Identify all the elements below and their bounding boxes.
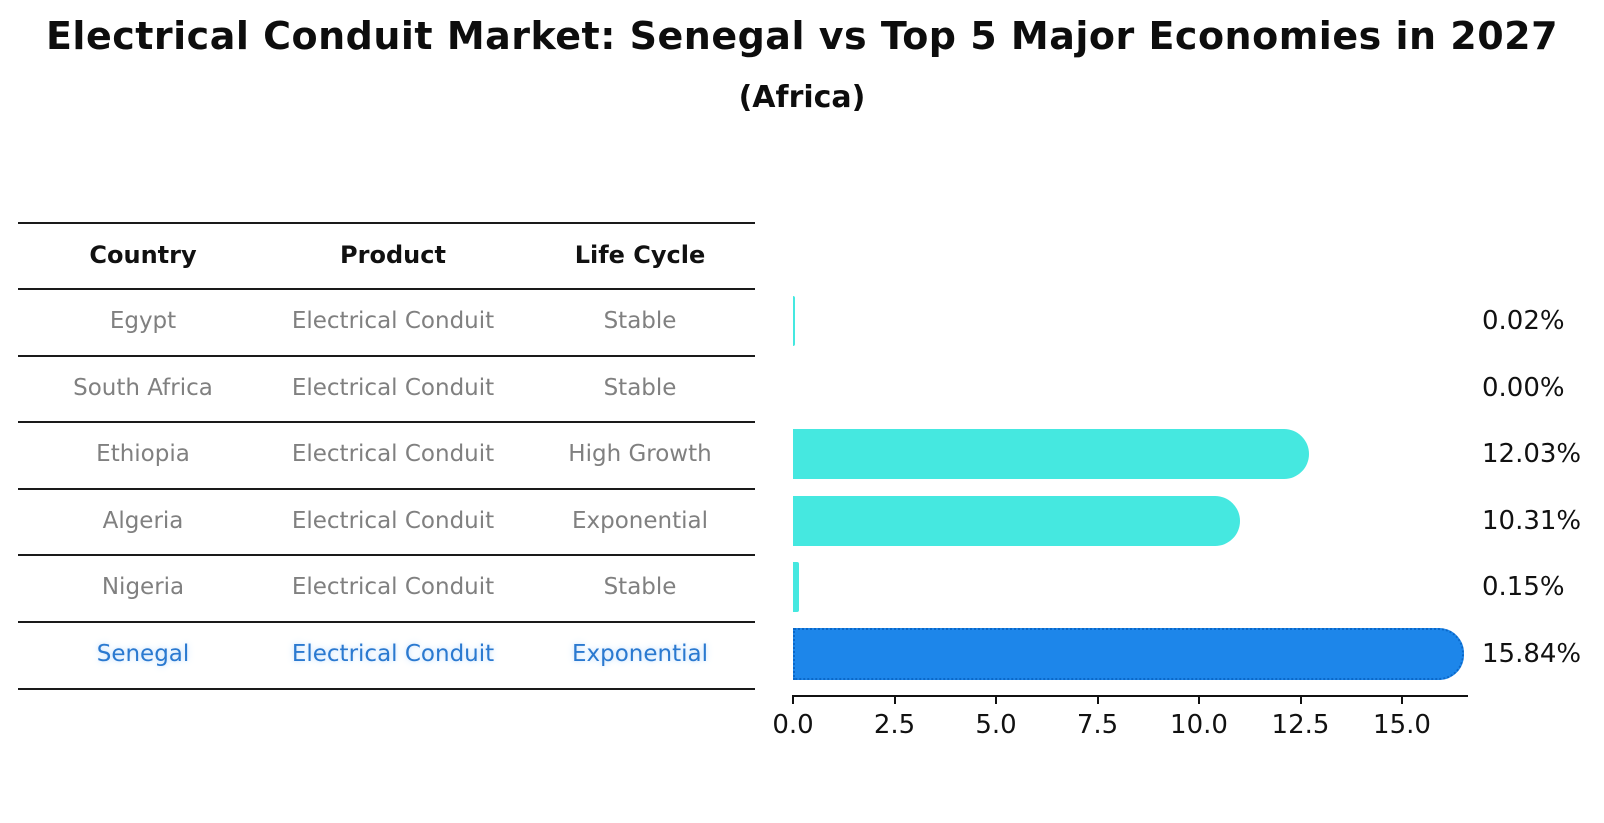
bar-senegal [793, 628, 1464, 680]
bar-nigeria [793, 562, 799, 612]
bar-ethiopia [793, 429, 1309, 479]
value-label-ethiopia: 12.03% [1482, 439, 1582, 469]
table-divider-line [18, 621, 755, 623]
x-axis-tick-mark [792, 695, 794, 704]
table-header-life-cycle: Life Cycle [574, 241, 706, 269]
x-axis-tick-mark [893, 695, 896, 704]
table-cell-product-egypt: Electrical Conduit [291, 308, 495, 334]
table-cell-product-algeria: Electrical Conduit [291, 508, 495, 534]
value-label-nigeria: 0.15% [1482, 572, 1565, 602]
value-label-senegal: 15.84% [1482, 639, 1582, 669]
table-cell-lifecycle-egypt: Stable [603, 308, 677, 334]
table-cell-country-south-africa: South Africa [73, 375, 213, 401]
table-divider-line [18, 554, 755, 556]
table-cell-lifecycle-nigeria: Stable [603, 574, 677, 600]
value-label-algeria: 10.31% [1482, 506, 1582, 536]
x-axis-tick-label: 5.0 [975, 710, 1017, 740]
table-cell-product-senegal: Electrical Conduit [291, 641, 495, 667]
table-cell-product-nigeria: Electrical Conduit [291, 574, 495, 600]
x-axis-tick-label: 0.0 [772, 710, 814, 740]
table-cell-product-ethiopia: Electrical Conduit [291, 441, 495, 467]
x-axis-tick-label: 15.0 [1373, 710, 1431, 740]
x-axis-tick-label: 2.5 [873, 710, 916, 740]
chart-subtitle: (Africa) [738, 80, 866, 115]
x-axis-tick-mark [995, 695, 997, 704]
table-cell-lifecycle-ethiopia: High Growth [568, 441, 712, 467]
table-divider-line [18, 355, 755, 357]
table-header-country: Country [89, 241, 197, 269]
x-axis-line [792, 695, 1468, 697]
table-cell-country-nigeria: Nigeria [101, 574, 185, 600]
value-label-south-africa: 0.00% [1482, 373, 1565, 403]
x-axis-tick-mark [1299, 695, 1302, 704]
table-cell-lifecycle-south-africa: Stable [603, 375, 677, 401]
table-cell-country-senegal: Senegal [96, 641, 190, 667]
table-divider-line [18, 688, 755, 690]
x-axis-tick-mark [1401, 695, 1403, 704]
x-axis-tick-mark [1096, 695, 1099, 704]
x-axis-tick-label: 7.5 [1076, 710, 1119, 740]
table-cell-country-algeria: Algeria [102, 508, 184, 534]
table-divider-line [18, 488, 755, 490]
x-axis-tick-label: 12.5 [1271, 710, 1330, 740]
value-label-egypt: 0.02% [1482, 306, 1565, 336]
chart-title: Electrical Conduit Market: Senegal vs To… [45, 14, 1559, 58]
table-header-product: Product [340, 241, 446, 269]
table-cell-country-egypt: Egypt [109, 308, 177, 334]
table-divider-line [18, 421, 755, 423]
table-cell-lifecycle-senegal: Exponential [571, 641, 709, 667]
table-divider-line [18, 222, 755, 224]
bar-egypt [793, 296, 795, 346]
table-divider-line [18, 288, 755, 290]
table-cell-lifecycle-algeria: Exponential [571, 508, 709, 534]
table-cell-product-south-africa: Electrical Conduit [291, 375, 495, 401]
x-axis-tick-mark [1198, 695, 1200, 704]
table-cell-country-ethiopia: Ethiopia [96, 441, 190, 467]
bar-algeria [793, 496, 1240, 546]
x-axis-tick-label: 10.0 [1170, 710, 1228, 740]
